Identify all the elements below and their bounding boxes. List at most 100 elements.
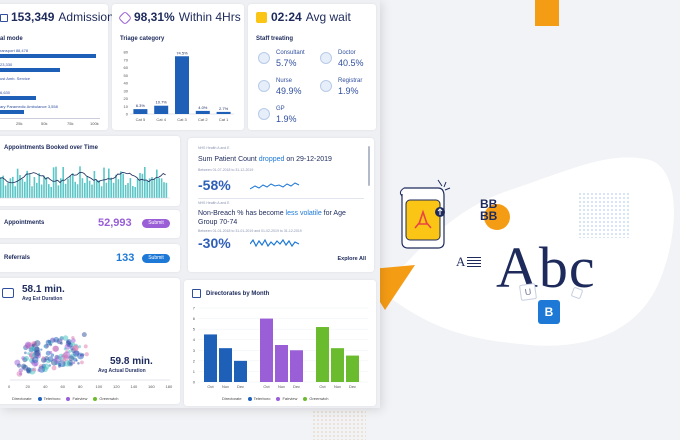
triage-xtick: Cat 2 (198, 117, 208, 122)
scatter-point (58, 360, 66, 368)
dot-grid-decoration (578, 192, 630, 238)
appts-time-title: Appointments Booked over Time (4, 145, 98, 151)
appointments-bar (148, 178, 151, 198)
scatter-point (62, 352, 68, 359)
appointments-bar (91, 184, 93, 198)
scatter-point (40, 348, 43, 351)
duration-xtick: 20 (25, 384, 30, 389)
duration-card: 58.1 min. Avg Est Duration 59.8 min. Avg… (0, 278, 180, 404)
triage-xtick: Cat 4 (156, 117, 166, 122)
appointments-bar (69, 175, 72, 198)
directorates-ytick: 0 (193, 380, 196, 385)
triage-ytick: 10 (124, 104, 129, 109)
insights-card: NHS Health A and E Sum Patient Count dro… (188, 138, 374, 272)
scatter-point (59, 335, 64, 340)
insight-range: Between 01-07-2018 to 31-12-2019 (198, 168, 254, 172)
directorates-xtick: Nov (222, 384, 229, 389)
directorates-card: Directorates by Month 0 1 2 3 4 5 6 7 Oct Nov Dec O… (184, 280, 376, 406)
directorates-chart: 0 1 2 3 4 5 6 7 Oct Nov Dec Oct Nov Dec Oct Nov Dec (193, 306, 368, 389)
scatter-point (69, 362, 73, 366)
staff-icon (320, 52, 332, 64)
triage-card: 98,31% Within 4Hrs Triage category 0 10 20 3… (112, 4, 244, 130)
appointments-bar (139, 173, 141, 198)
appointments-submit-button[interactable]: Submit (142, 219, 170, 228)
appointments-bar (19, 175, 21, 198)
triage-bar (154, 105, 169, 114)
insight-org-2: NHS Health A and E (198, 201, 230, 205)
staff-value: 49.9% (276, 86, 302, 96)
directorates-xtick: Dec (293, 384, 300, 389)
staff-label: Consultant (276, 50, 305, 56)
appointments-bar (43, 175, 45, 198)
appointments-bar (72, 173, 74, 198)
directorates-ytick: 7 (193, 306, 196, 311)
scatter-point (68, 349, 72, 353)
appointments-bar (52, 167, 55, 198)
scatter-point (16, 363, 22, 368)
directorates-xtick: Oct (207, 384, 214, 389)
duration-xtick: 60 (60, 384, 65, 389)
appointments-bar (67, 178, 69, 198)
appointments-bar (26, 170, 28, 198)
appointments-bar (144, 166, 146, 198)
appointments-bar (110, 177, 112, 198)
triage-bar-label: 10.7% (156, 100, 168, 105)
scatter-point (49, 350, 53, 354)
triage-bar-label: 74.5% (176, 50, 188, 55)
appointments-bar (153, 178, 156, 198)
scatter-point (71, 338, 76, 343)
scatter-point (53, 336, 60, 343)
staff-value: 40.5% (338, 58, 364, 68)
appointments-value: 52,993 (98, 217, 132, 229)
scatter-point (43, 363, 50, 370)
triage-ytick: 50 (124, 73, 129, 78)
scatter-point (80, 360, 84, 365)
appointments-bar (141, 173, 144, 198)
directorates-xtick: Dec (237, 384, 244, 389)
scatter-point (26, 369, 31, 374)
referrals-card: Referrals 133 Submit (0, 244, 180, 272)
appointments-bar (124, 185, 127, 198)
insight-scrollbar[interactable] (368, 146, 370, 186)
wait-label: Avg wait (305, 10, 351, 24)
scatter-point (31, 356, 39, 364)
scatter-point (47, 356, 54, 362)
insight-sparkline-2 (250, 238, 300, 248)
appointments-bar (79, 166, 81, 198)
appointments-bar (9, 178, 12, 198)
appointments-bar (21, 178, 24, 198)
directorates-ytick: 5 (193, 327, 196, 332)
appointments-bar (60, 178, 62, 198)
staff-icon (258, 108, 270, 120)
directorates-ytick: 4 (193, 337, 196, 342)
referrals-submit-button[interactable]: Submit (142, 254, 170, 263)
directorates-xtick: Dec (349, 384, 356, 389)
appointments-bar (24, 181, 26, 198)
appointments-bar (115, 174, 117, 198)
appointments-bar (132, 186, 134, 198)
scatter-point (53, 358, 57, 362)
scatter-point (62, 358, 67, 362)
duration-xtick: 160 (148, 384, 155, 389)
triage-xtick: Cat 5 (136, 117, 146, 122)
appointments-bar (165, 182, 168, 198)
explore-all-link[interactable]: Explore All (337, 256, 366, 262)
directorates-bar (316, 327, 329, 382)
staff-label: GP (276, 106, 285, 112)
appointments-bar (117, 179, 120, 198)
directorates-xtick: Nov (278, 384, 285, 389)
appointments-bar (31, 186, 33, 198)
scatter-point (27, 352, 31, 356)
appointments-bar (127, 183, 129, 198)
est-duration-label: Avg Est Duration (22, 296, 63, 302)
appointments-bar (55, 166, 57, 198)
insight-text-2b: Group 70-74 (198, 219, 238, 226)
appointments-over-time-card: Appointments Booked over Time (0, 136, 180, 206)
appointments-bar (103, 167, 105, 198)
referrals-label: Referrals (4, 255, 31, 261)
directorates-bar (204, 334, 217, 382)
duration-xtick: 100 (95, 384, 103, 389)
appointments-bar (7, 182, 9, 198)
appointments-bar (108, 168, 110, 198)
directorates-ytick: 2 (193, 358, 196, 363)
